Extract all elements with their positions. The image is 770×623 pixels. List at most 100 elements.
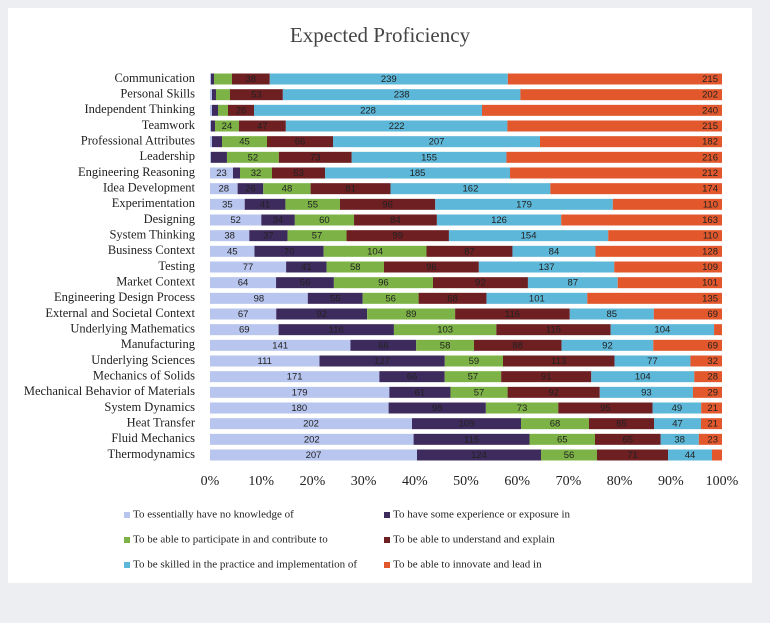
bar-segment	[612, 198, 722, 210]
data-label: 45	[227, 246, 238, 257]
y-tick-label: Mechanics of Solids	[93, 369, 195, 383]
data-label: 68	[550, 419, 561, 430]
data-label: 155	[421, 152, 437, 163]
x-tick-label: 60%	[504, 474, 530, 489]
data-label: 185	[410, 168, 426, 179]
bar-segment	[210, 167, 233, 179]
legend-label: To be able to innovate and lead in	[393, 559, 542, 571]
bar-segment	[210, 386, 390, 398]
data-label: 32	[707, 356, 718, 367]
data-label: 77	[243, 262, 254, 273]
data-label: 126	[491, 215, 507, 226]
data-label: 96	[426, 262, 437, 273]
x-tick-label: 0%	[201, 474, 220, 489]
data-label: 69	[239, 325, 250, 336]
bar-segment	[333, 136, 540, 148]
legend-label: To be skilled in the practice and implem…	[133, 559, 357, 571]
data-label: 67	[238, 309, 249, 320]
data-label: 56	[385, 293, 396, 304]
data-label: 55	[307, 199, 318, 210]
data-label: 215	[702, 121, 718, 132]
data-label: 55	[330, 293, 341, 304]
bar-segment	[444, 371, 502, 383]
bar-segment	[550, 183, 722, 195]
data-label: 41	[260, 199, 271, 210]
data-label: 47	[257, 121, 268, 132]
data-label: 141	[272, 340, 288, 351]
data-label: 23	[216, 168, 227, 179]
data-label: 57	[468, 372, 479, 383]
data-label: 127	[374, 356, 390, 367]
bar-segment	[210, 418, 412, 430]
y-tick-label: Idea Development	[103, 181, 196, 195]
bar-segment	[450, 386, 508, 398]
bar-segment	[701, 418, 722, 430]
data-label: 96	[378, 278, 389, 289]
bar-segment	[692, 386, 722, 398]
bar-segment	[210, 104, 212, 116]
bar-segment	[325, 167, 510, 179]
bar-segment	[210, 120, 215, 132]
bar-segment	[294, 214, 355, 226]
bar-segment	[210, 449, 417, 461]
data-label: 73	[517, 403, 528, 414]
bar-segment	[473, 339, 562, 351]
y-tick-label: Manufacturing	[121, 337, 196, 351]
data-label: 29	[707, 387, 718, 398]
data-label: 124	[471, 450, 487, 461]
data-label: 202	[702, 90, 718, 101]
x-tick-label: 90%	[658, 474, 684, 489]
legend-label: To have some experience or exposure in	[393, 509, 570, 521]
data-label: 21	[707, 419, 718, 430]
bar-segment	[652, 402, 702, 414]
data-label: 207	[306, 450, 322, 461]
bar-segment	[272, 167, 325, 179]
y-tick-label: Designing	[144, 212, 196, 226]
data-label: 65	[622, 434, 633, 445]
x-tick-label: 50%	[453, 474, 479, 489]
data-label: 103	[437, 325, 453, 336]
y-tick-label: Experimentation	[112, 196, 196, 210]
data-label: 81	[345, 184, 356, 195]
bar-segment	[712, 449, 722, 461]
data-label: 116	[329, 325, 344, 336]
data-label: 92	[316, 309, 327, 320]
bar-segment	[591, 371, 695, 383]
bar-segment	[367, 308, 456, 320]
bar-segment	[210, 277, 277, 289]
data-label: 137	[539, 262, 555, 273]
data-label: 47	[672, 419, 683, 430]
data-label: 69	[707, 340, 718, 351]
bar-segment	[286, 261, 327, 273]
data-label: 60	[319, 215, 330, 226]
y-tick-label: Leadership	[139, 149, 195, 163]
bar-segment	[237, 183, 264, 195]
data-label: 110	[703, 231, 718, 242]
bar-segment	[254, 245, 324, 257]
x-tick-label: 10%	[248, 474, 274, 489]
data-label: 59	[469, 356, 480, 367]
data-label: 53	[293, 168, 304, 179]
bar-segment	[214, 120, 239, 132]
bar-segment	[210, 120, 211, 132]
bar-segment	[210, 308, 277, 320]
data-label: 162	[463, 184, 479, 195]
data-label: 135	[702, 293, 718, 304]
data-label: 92	[602, 340, 613, 351]
data-label: 113	[551, 356, 566, 367]
bar-segment	[285, 198, 340, 210]
y-tick-label: Testing	[158, 259, 195, 273]
bar-segment	[587, 292, 722, 304]
y-tick-label: External and Societal Context	[45, 306, 195, 320]
bar-segment	[210, 136, 212, 148]
bar-segment	[485, 402, 559, 414]
data-label: 104	[367, 246, 383, 257]
data-label: 179	[516, 199, 532, 210]
data-label: 101	[702, 278, 718, 289]
bar-segment	[269, 73, 508, 85]
bar-segment	[512, 245, 596, 257]
x-tick-label: 70%	[556, 474, 582, 489]
bar-segment	[448, 230, 609, 242]
data-label: 77	[647, 356, 658, 367]
data-label: 28	[219, 184, 230, 195]
